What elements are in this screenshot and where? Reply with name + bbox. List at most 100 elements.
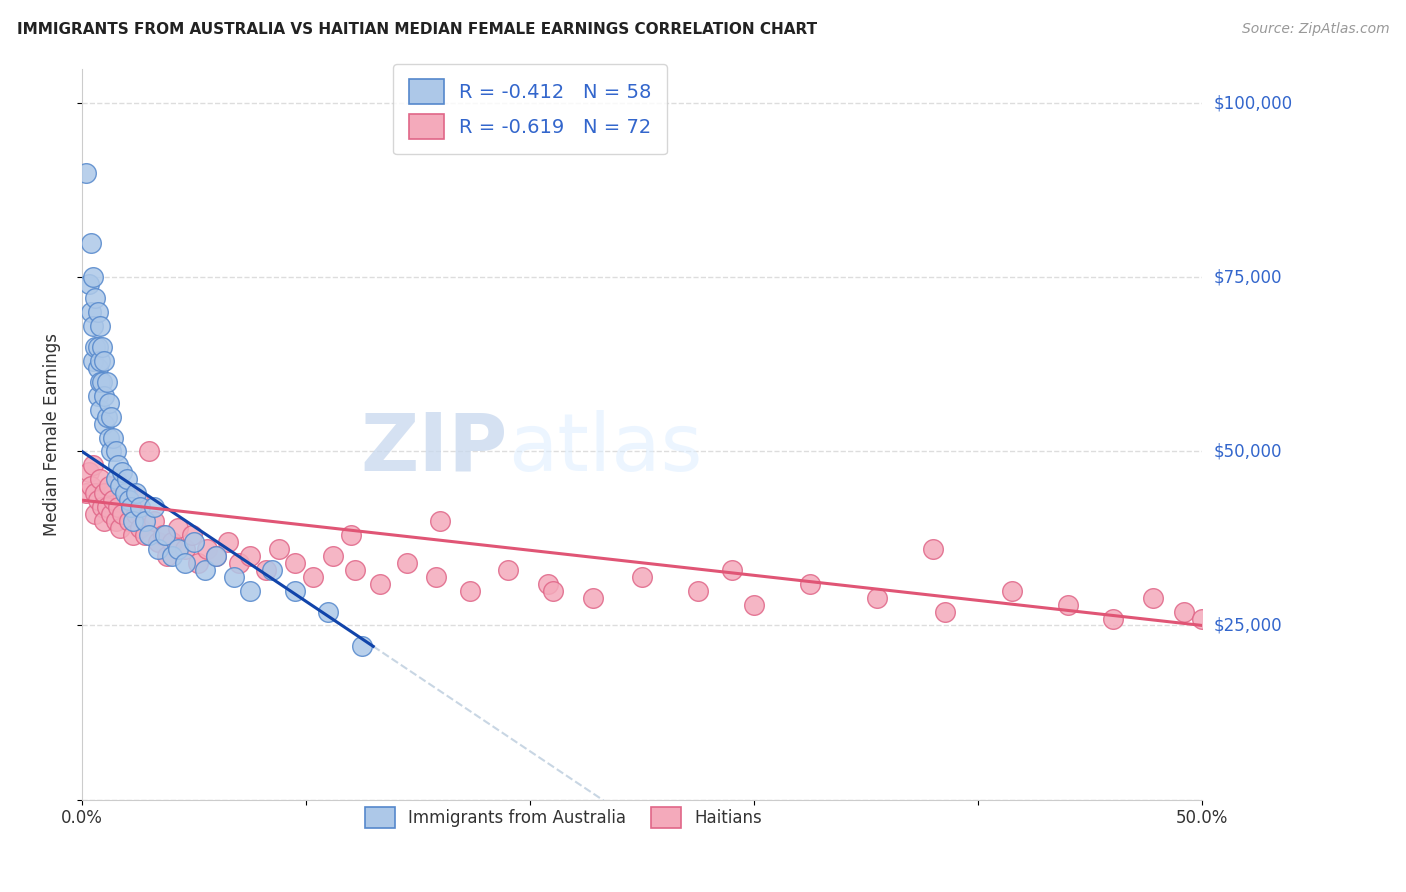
- Point: [1101, 611, 1123, 625]
- Point: [138, 528, 160, 542]
- Point: [429, 514, 451, 528]
- Point: [146, 541, 169, 556]
- Point: [122, 514, 145, 528]
- Point: [80, 235, 103, 250]
- Point: [934, 605, 956, 619]
- Point: [114, 486, 136, 500]
- Point: [922, 541, 945, 556]
- Point: [866, 591, 889, 605]
- Point: [167, 541, 190, 556]
- Point: [134, 528, 156, 542]
- Text: Source: ZipAtlas.com: Source: ZipAtlas.com: [1241, 22, 1389, 37]
- Point: [96, 500, 118, 515]
- Point: [77, 465, 100, 479]
- Point: [86, 305, 108, 319]
- Point: [742, 598, 765, 612]
- Point: [197, 541, 219, 556]
- Point: [187, 556, 209, 570]
- Point: [1191, 611, 1213, 625]
- Point: [89, 319, 111, 334]
- Point: [129, 521, 152, 535]
- Point: [217, 535, 239, 549]
- Y-axis label: Median Female Earnings: Median Female Earnings: [44, 333, 60, 535]
- Text: $75,000: $75,000: [1213, 268, 1282, 286]
- Point: [458, 583, 481, 598]
- Point: [93, 389, 115, 403]
- Point: [134, 514, 156, 528]
- Point: [82, 354, 104, 368]
- Point: [84, 340, 107, 354]
- Point: [100, 444, 122, 458]
- Point: [254, 563, 277, 577]
- Point: [284, 583, 307, 598]
- Point: [322, 549, 344, 563]
- Point: [174, 541, 197, 556]
- Point: [93, 486, 115, 500]
- Point: [167, 521, 190, 535]
- Point: [75, 166, 97, 180]
- Point: [84, 291, 107, 305]
- Point: [301, 570, 323, 584]
- Point: [115, 472, 138, 486]
- Text: $25,000: $25,000: [1213, 616, 1282, 634]
- Point: [91, 375, 114, 389]
- Point: [368, 576, 391, 591]
- Point: [86, 493, 108, 508]
- Point: [284, 556, 307, 570]
- Point: [93, 417, 115, 431]
- Point: [93, 354, 115, 368]
- Point: [111, 507, 134, 521]
- Point: [108, 521, 131, 535]
- Point: [138, 444, 160, 458]
- Point: [84, 486, 107, 500]
- Point: [97, 395, 120, 409]
- Point: [160, 535, 183, 549]
- Point: [80, 479, 103, 493]
- Point: [120, 500, 142, 515]
- Point: [103, 493, 125, 508]
- Text: ZIP: ZIP: [360, 409, 508, 488]
- Point: [183, 535, 205, 549]
- Point: [100, 507, 122, 521]
- Point: [91, 340, 114, 354]
- Point: [103, 430, 125, 444]
- Point: [104, 514, 127, 528]
- Point: [425, 570, 447, 584]
- Point: [344, 563, 367, 577]
- Point: [1001, 583, 1024, 598]
- Point: [194, 563, 217, 577]
- Point: [122, 528, 145, 542]
- Point: [146, 535, 169, 549]
- Point: [239, 549, 262, 563]
- Point: [86, 389, 108, 403]
- Point: [1057, 598, 1080, 612]
- Point: [77, 277, 100, 292]
- Point: [100, 409, 122, 424]
- Point: [142, 500, 165, 515]
- Point: [205, 549, 228, 563]
- Legend: Immigrants from Australia, Haitians: Immigrants from Australia, Haitians: [359, 800, 769, 835]
- Point: [75, 486, 97, 500]
- Point: [107, 500, 129, 515]
- Point: [156, 549, 179, 563]
- Point: [120, 500, 142, 515]
- Point: [118, 514, 141, 528]
- Text: atlas: atlas: [508, 409, 702, 488]
- Point: [125, 486, 148, 500]
- Point: [152, 528, 174, 542]
- Point: [352, 640, 374, 654]
- Point: [97, 430, 120, 444]
- Point: [174, 556, 197, 570]
- Point: [125, 507, 148, 521]
- Text: IMMIGRANTS FROM AUSTRALIA VS HAITIAN MEDIAN FEMALE EARNINGS CORRELATION CHART: IMMIGRANTS FROM AUSTRALIA VS HAITIAN MED…: [17, 22, 817, 37]
- Point: [205, 549, 228, 563]
- Point: [91, 500, 114, 515]
- Point: [262, 563, 284, 577]
- Point: [89, 402, 111, 417]
- Point: [118, 493, 141, 508]
- Point: [80, 305, 103, 319]
- Point: [239, 583, 262, 598]
- Point: [129, 500, 152, 515]
- Point: [89, 472, 111, 486]
- Point: [107, 458, 129, 473]
